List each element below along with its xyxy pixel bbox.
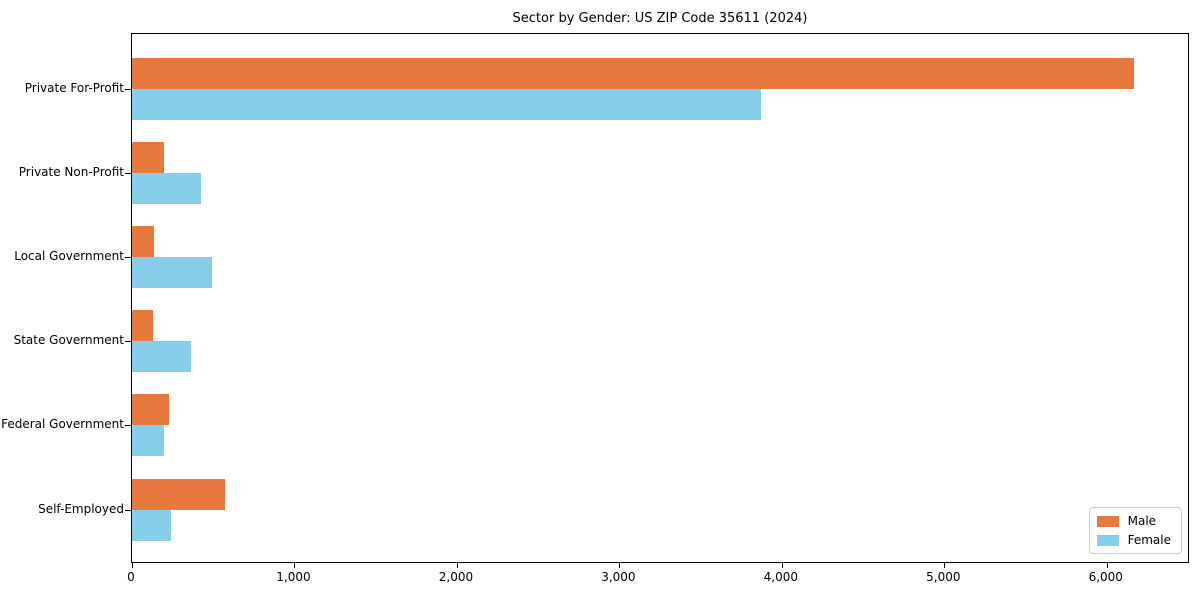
x-tick-mark-4000	[781, 562, 783, 568]
x-label-0: 0	[127, 570, 135, 584]
x-label-6000: 6,000	[1088, 570, 1123, 584]
legend-swatch-male	[1096, 515, 1119, 527]
y-label-private-for-profit: Private For-Profit	[24, 80, 124, 95]
y-tick-mark-federal-government	[125, 425, 131, 427]
x-tick-mark-6000	[1106, 562, 1108, 568]
x-tick-mark-1000	[294, 562, 296, 568]
y-tick-mark-state-government	[125, 341, 131, 343]
bar-female-private-for-profit	[132, 88, 761, 120]
x-tick-mark-5000	[944, 562, 946, 568]
bar-female-self-employed	[132, 509, 171, 541]
y-label-self-employed: Self-Employed	[38, 501, 124, 516]
legend-item-female: Female	[1096, 533, 1171, 547]
bar-male-private-for-profit	[132, 57, 1135, 89]
legend-item-male: Male	[1096, 514, 1171, 528]
legend: Male Female	[1088, 507, 1182, 554]
bar-male-private-non-profit	[132, 141, 165, 173]
x-label-2000: 2,000	[438, 570, 474, 584]
bar-male-self-employed	[132, 478, 225, 510]
legend-label-male: Male	[1127, 514, 1157, 528]
y-label-state-government: State Government	[13, 333, 124, 348]
x-tick-mark-2000	[456, 562, 458, 568]
x-tick-mark-0	[132, 562, 133, 568]
x-label-1000: 1,000	[276, 570, 311, 584]
bar-female-private-non-profit	[132, 172, 202, 204]
bar-male-federal-government	[132, 394, 169, 426]
x-tick-mark-3000	[619, 562, 621, 568]
chart-title: Sector by Gender: US ZIP Code 35611 (202…	[512, 11, 808, 26]
y-tick-mark-private-for-profit	[125, 88, 131, 90]
y-axis-labels: Private For-Profit Private Non-Profit Loca…	[0, 33, 124, 561]
legend-label-female: Female	[1127, 533, 1171, 547]
x-label-3000: 3,000	[601, 570, 636, 584]
x-axis-labels: 0 1,000 2,000 3,000 4,000 5,000 6,000	[127, 570, 1187, 586]
y-tick-mark-private-non-profit	[125, 172, 131, 174]
x-label-4000: 4,000	[763, 570, 799, 584]
x-label-5000: 5,000	[926, 570, 961, 584]
bar-female-federal-government	[132, 425, 164, 457]
y-label-private-non-profit: Private Non-Profit	[18, 164, 124, 179]
bar-male-local-government	[132, 226, 154, 257]
bar-male-state-government	[132, 310, 154, 342]
y-label-local-government: Local Government	[14, 249, 124, 263]
bar-female-state-government	[132, 341, 192, 373]
y-tick-mark-local-government	[125, 257, 131, 258]
plot-area: Male Female	[125, 33, 1189, 568]
bar-female-local-government	[132, 257, 212, 288]
legend-swatch-female	[1096, 534, 1119, 546]
y-tick-mark-self-employed	[125, 509, 131, 511]
y-label-federal-government: Federal Government	[1, 417, 124, 432]
